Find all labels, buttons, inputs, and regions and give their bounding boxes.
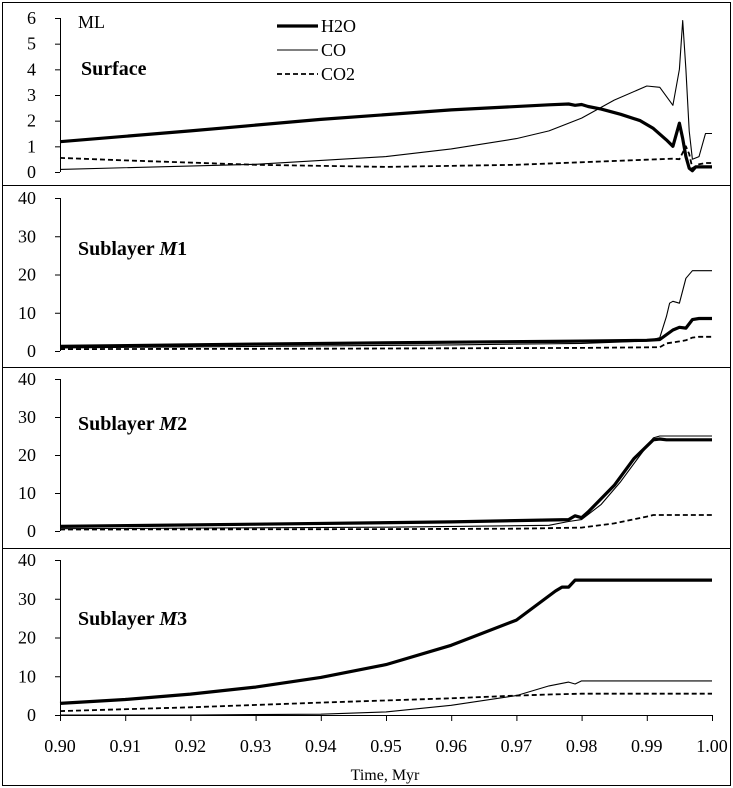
x-axis-label: Time, Myr [351, 767, 420, 784]
y-tick-label: 30 [18, 407, 36, 427]
series-line-h2o [59, 102, 712, 173]
series-line-co2 [59, 692, 712, 712]
series-line-co2 [59, 145, 712, 170]
legend-label: CO2 [321, 64, 355, 84]
x-tick-label: 0.91 [109, 736, 141, 756]
panel-title-italic: M [158, 238, 178, 260]
panel-title-suffix: 1 [177, 238, 187, 260]
panel-title-text: Sublayer [78, 608, 159, 630]
panel-title: Sublayer M3 [78, 608, 187, 630]
y-tick-label: 10 [18, 303, 36, 323]
y-tick-label: 0 [27, 341, 36, 361]
y-tick-label: 20 [18, 265, 36, 285]
panel-title: Surface [81, 58, 147, 80]
x-tick-label: 0.97 [501, 736, 533, 756]
panel-2: 0 10 20 30 40 Sublayer M1 [2, 185, 731, 361]
panel-title: Sublayer M2 [78, 413, 187, 435]
series-line-h2o [59, 316, 712, 348]
y-tick-label: 0 [27, 162, 36, 182]
x-tick-label: 0.95 [370, 736, 402, 756]
series-line-co [59, 435, 712, 530]
x-tick-label: 0.93 [240, 736, 272, 756]
y-tick-label: 6 [27, 8, 36, 28]
y-tick-label: 2 [27, 111, 36, 131]
panel-4: 0 10 20 30 40 Sublayer M3 [2, 548, 731, 725]
panel-title: Sublayer M1 [78, 238, 187, 260]
panel-title-text: Sublayer [78, 238, 159, 260]
y-tick-label: 40 [18, 369, 36, 389]
y-tick-label: 10 [18, 666, 36, 686]
x-tick-label: 0.98 [566, 736, 598, 756]
x-tick-label: 0.92 [175, 736, 207, 756]
y-tick-label: 40 [18, 188, 36, 208]
panel-title-italic: M [158, 608, 178, 630]
y-tick-label: 30 [18, 226, 36, 246]
panel-title-text: Surface [81, 58, 147, 80]
y-tick-label: 0 [27, 521, 36, 541]
panel-1: 0 1 2 3 4 5 6 ML Surface [27, 8, 712, 182]
x-tick-label: 1.00 [696, 736, 728, 756]
panel-title-italic: M [158, 413, 178, 435]
x-tick-label: 0.99 [631, 736, 663, 756]
y-tick-label: 3 [27, 85, 36, 105]
y-tick-label: 10 [18, 483, 36, 503]
legend-label: CO [321, 40, 346, 60]
panel-title-text: Sublayer [78, 413, 159, 435]
legend-label: H2O [321, 16, 356, 36]
panel-title-suffix: 2 [177, 413, 187, 435]
y-tick-label: 20 [18, 445, 36, 465]
legend: H2O CO CO2 [277, 16, 356, 84]
y-tick-label: 5 [27, 34, 36, 54]
x-tick-label: 0.90 [44, 736, 76, 756]
panel-title-suffix: 3 [177, 608, 187, 630]
y-tick-label: 40 [18, 550, 36, 570]
series-line-co2 [59, 514, 712, 531]
x-tick-label: 0.96 [435, 736, 467, 756]
y-tick-label: 20 [18, 628, 36, 648]
y-tick-label: 4 [27, 59, 36, 79]
x-axis-ticks: 0.90 0.91 0.92 0.93 0.94 0.95 0.96 0.97 0.98 0.99… [44, 715, 728, 756]
series-line-h2o [59, 437, 712, 528]
y-tick-label: 0 [27, 705, 36, 725]
panel-3: 0 10 20 30 40 Sublayer M2 [2, 367, 731, 541]
y-tick-label: 1 [27, 136, 36, 156]
series-line-h2o [59, 578, 712, 705]
y-tick-label: 30 [18, 589, 36, 609]
series-line-co [59, 270, 712, 349]
series-line-co [59, 20, 712, 170]
x-tick-label: 0.94 [305, 736, 337, 756]
y-axis-label: ML [78, 12, 105, 32]
